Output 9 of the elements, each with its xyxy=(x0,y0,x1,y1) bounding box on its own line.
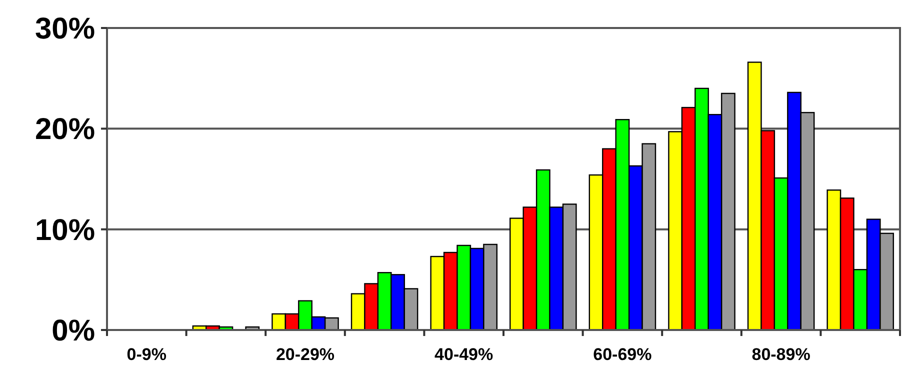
y-tick-label: 10% xyxy=(34,214,95,247)
y-tick-label: 0% xyxy=(52,314,95,348)
x-tick-label: 0-9% xyxy=(126,345,166,364)
x-tick-label: 60-69% xyxy=(593,345,652,364)
y-tick-label: 30% xyxy=(34,12,95,46)
x-tick-label: 40-49% xyxy=(434,345,494,364)
y-tick-label: 20% xyxy=(34,113,95,146)
x-tick-label: 80-89% xyxy=(752,345,810,364)
x-tick-label: 20-29% xyxy=(276,345,335,364)
